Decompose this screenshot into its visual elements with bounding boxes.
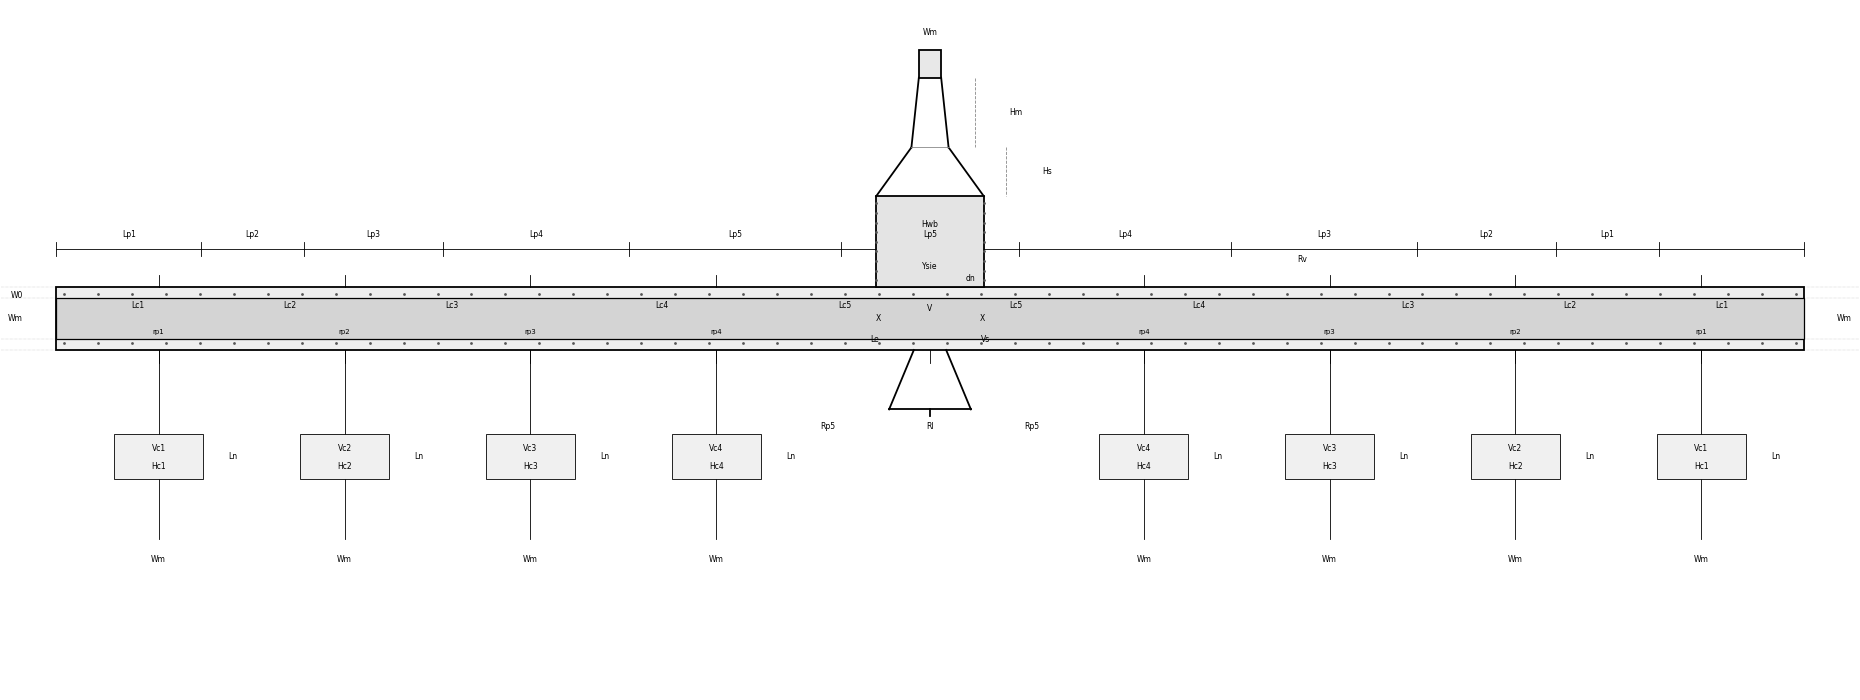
Text: Vc4: Vc4 [1136,444,1151,453]
Bar [671,434,761,480]
Text: Rp5: Rp5 [1025,422,1040,431]
Text: Lp2: Lp2 [246,230,260,239]
Text: Ln: Ln [1213,452,1222,461]
Bar [56,287,1804,350]
Text: Lc5: Lc5 [1008,301,1023,310]
Text: rp1: rp1 [153,329,164,335]
Text: Ysie: Ysie [923,262,937,271]
Text: Ln: Ln [1771,452,1780,461]
Text: Vc3: Vc3 [1322,444,1337,453]
Text: Hc1: Hc1 [1694,462,1709,471]
Text: Hwb: Hwb [921,220,939,229]
Text: Lc2: Lc2 [1564,301,1577,310]
Text: Vc2: Vc2 [1508,444,1523,453]
Text: Lp4: Lp4 [1118,230,1133,239]
Text: Lc4: Lc4 [1192,301,1205,310]
Text: Hc4: Hc4 [1136,462,1151,471]
Bar [1657,434,1747,480]
Text: rp1: rp1 [1696,329,1707,335]
Text: Vc1: Vc1 [1694,444,1707,453]
Text: Hc3: Hc3 [1322,462,1337,471]
Text: Rp5: Rp5 [820,422,835,431]
Text: Wm: Wm [1694,555,1709,564]
Text: rp3: rp3 [525,329,536,335]
Bar [113,434,203,480]
Text: Lc2: Lc2 [283,301,296,310]
Text: Vs: Vs [980,335,990,344]
Bar [876,196,984,287]
Text: Vc1: Vc1 [153,444,166,453]
Text: dn: dn [965,274,976,284]
Text: Lc3: Lc3 [446,301,459,310]
Text: Ln: Ln [601,452,610,461]
Text: Wm: Wm [1136,555,1151,564]
Text: Vc4: Vc4 [709,444,724,453]
Text: Hc3: Hc3 [523,462,538,471]
Text: Lp5: Lp5 [923,230,937,239]
Text: rp2: rp2 [1510,329,1521,335]
Text: Vc3: Vc3 [523,444,538,453]
Text: Ln: Ln [415,452,424,461]
Text: Vc2: Vc2 [337,444,352,453]
Text: Wm: Wm [709,555,724,564]
Text: Lp3: Lp3 [366,230,379,239]
Text: Wm: Wm [151,555,166,564]
Text: Lc5: Lc5 [837,301,852,310]
Bar [1471,434,1561,480]
Text: Wm: Wm [7,314,22,323]
Text: Wm: Wm [337,555,352,564]
Bar [1285,434,1375,480]
Text: Hc2: Hc2 [337,462,352,471]
Text: Hm: Hm [1008,108,1021,117]
Text: Wm: Wm [1322,555,1337,564]
Text: Ln: Ln [229,452,238,461]
Text: Lp4: Lp4 [528,230,543,239]
Text: Hc4: Hc4 [709,462,724,471]
Text: Rv: Rv [1296,255,1308,264]
Text: W0: W0 [11,291,22,300]
Bar [56,298,1804,339]
Text: Lp1: Lp1 [1600,230,1614,239]
Text: Hc1: Hc1 [151,462,166,471]
Text: Wm: Wm [523,555,538,564]
Text: rp4: rp4 [1138,329,1149,335]
Bar [919,50,941,78]
Text: Ln: Ln [787,452,796,461]
Text: Ln: Ln [1585,452,1594,461]
Text: rp2: rp2 [339,329,350,335]
Text: Ln: Ln [1399,452,1408,461]
Text: Lp2: Lp2 [1481,230,1494,239]
Text: Lc4: Lc4 [655,301,668,310]
Text: Rl: Rl [926,422,934,431]
Bar [1099,434,1189,480]
Bar [299,434,389,480]
Text: X: X [876,314,880,323]
Text: Lp1: Lp1 [123,230,136,239]
Text: Wm: Wm [1508,555,1523,564]
Text: Wm: Wm [923,27,937,36]
Text: Hs: Hs [1042,167,1053,176]
Text: Lp3: Lp3 [1317,230,1332,239]
Text: Wm: Wm [1838,314,1853,323]
Text: Lp5: Lp5 [727,230,742,239]
Text: Lc3: Lc3 [1401,301,1414,310]
Text: Lc1: Lc1 [132,301,145,310]
Text: V: V [928,304,932,313]
Text: Le: Le [870,335,878,344]
Bar [485,434,575,480]
Text: Hc2: Hc2 [1508,462,1523,471]
Text: X: X [980,314,984,323]
Text: Lc1: Lc1 [1715,301,1728,310]
Text: rp3: rp3 [1324,329,1335,335]
Text: rp4: rp4 [711,329,722,335]
